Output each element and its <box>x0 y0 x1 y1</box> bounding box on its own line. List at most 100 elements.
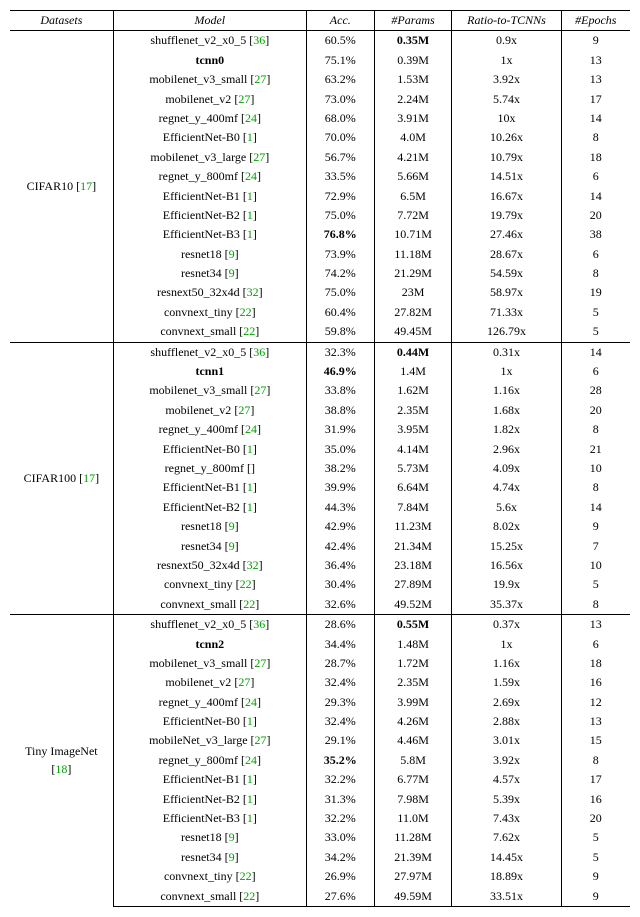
model-name: shufflenet_v2_x0_5 <box>150 617 246 631</box>
cite-link[interactable]: 22 <box>243 597 255 611</box>
acc-cell: 30.4% <box>306 575 374 594</box>
model-name: resnext50_32x4d <box>157 285 240 299</box>
model-cell: mobilenet_v3_small [27] <box>113 654 306 673</box>
params-cell: 2.24M <box>374 90 452 109</box>
params-cell: 27.97M <box>374 867 452 886</box>
cite-link[interactable]: 27 <box>238 675 250 689</box>
cite-link[interactable]: 1 <box>247 500 253 514</box>
model-cell: convnext_tiny [22] <box>113 575 306 594</box>
epochs-cell: 38 <box>561 225 630 244</box>
model-name: regnet_y_400mf <box>159 422 238 436</box>
params-cell: 1.72M <box>374 654 452 673</box>
ratio-cell: 10.79x <box>452 148 561 167</box>
params-cell: 1.53M <box>374 70 452 89</box>
cite-link[interactable]: 1 <box>247 792 253 806</box>
header-row: Datasets Model Acc. #Params Ratio-to-TCN… <box>10 11 630 31</box>
cite-link[interactable]: 18 <box>55 762 67 776</box>
model-cell: EfficientNet-B3 [1] <box>113 809 306 828</box>
cite-link[interactable]: 27 <box>253 150 265 164</box>
params-cell: 11.0M <box>374 809 452 828</box>
cite-link[interactable]: 1 <box>247 714 253 728</box>
cite-link[interactable]: 24 <box>245 422 257 436</box>
params-cell: 5.8M <box>374 751 452 770</box>
cite-link[interactable]: 22 <box>243 889 255 903</box>
cite-link[interactable]: 9 <box>229 830 235 844</box>
cite-link[interactable]: 36 <box>253 33 265 47</box>
model-name: mobilenet_v2 <box>165 92 231 106</box>
model-cell: EfficientNet-B1 [1] <box>113 770 306 789</box>
cite-link[interactable]: 1 <box>247 189 253 203</box>
ratio-cell: 8.02x <box>452 517 561 536</box>
acc-cell: 32.3% <box>306 342 374 362</box>
acc-cell: 75.1% <box>306 51 374 70</box>
model-cell: mobilenet_v3_small [27] <box>113 70 306 89</box>
cite-link[interactable]: 9 <box>229 519 235 533</box>
params-cell: 4.14M <box>374 440 452 459</box>
cite-link[interactable]: 22 <box>240 869 252 883</box>
params-cell: 0.44M <box>374 342 452 362</box>
cite-link[interactable]: 32 <box>247 558 259 572</box>
cite-link[interactable]: 24 <box>245 695 257 709</box>
cite-link[interactable]: 1 <box>247 208 253 222</box>
cite-link[interactable]: 9 <box>229 247 235 261</box>
cite-link[interactable]: 1 <box>247 772 253 786</box>
epochs-cell: 5 <box>561 303 630 322</box>
epochs-cell: 15 <box>561 731 630 750</box>
epochs-cell: 8 <box>561 751 630 770</box>
params-cell: 11.28M <box>374 828 452 847</box>
model-cell: EfficientNet-B1 [1] <box>113 478 306 497</box>
params-cell: 0.39M <box>374 51 452 70</box>
cite-link[interactable]: 27 <box>238 403 250 417</box>
cite-link[interactable]: 27 <box>254 72 266 86</box>
acc-cell: 60.5% <box>306 31 374 51</box>
cite-link[interactable]: 36 <box>253 345 265 359</box>
cite-link[interactable]: 1 <box>247 811 253 825</box>
epochs-cell: 20 <box>561 206 630 225</box>
model-name: mobilenet_v3_small <box>149 383 247 397</box>
model-cell: shufflenet_v2_x0_5 [36] <box>113 615 306 635</box>
epochs-cell: 13 <box>561 51 630 70</box>
acc-cell: 32.6% <box>306 595 374 615</box>
header-model: Model <box>113 11 306 31</box>
epochs-cell: 12 <box>561 693 630 712</box>
cite-link[interactable]: 27 <box>254 383 266 397</box>
cite-link[interactable]: 9 <box>229 539 235 553</box>
ratio-cell: 10.26x <box>452 128 561 147</box>
model-name: regnet_y_800mf <box>159 753 238 767</box>
cite-link[interactable]: 22 <box>240 577 252 591</box>
cite-link[interactable]: 36 <box>253 617 265 631</box>
cite-link[interactable]: 1 <box>247 227 253 241</box>
cite-link[interactable]: 1 <box>247 130 253 144</box>
cite-link[interactable]: 27 <box>255 733 267 747</box>
model-cell: regnet_y_800mf [24] <box>113 751 306 770</box>
model-cell: resnext50_32x4d [32] <box>113 283 306 302</box>
cite-link[interactable]: 24 <box>245 169 257 183</box>
dataset-name: Tiny ImageNet <box>25 744 98 758</box>
cite-link[interactable]: 1 <box>247 442 253 456</box>
ratio-cell: 3.01x <box>452 731 561 750</box>
cite-link[interactable]: 27 <box>238 92 250 106</box>
cite-link[interactable]: 22 <box>240 305 252 319</box>
cite-link[interactable]: 24 <box>245 753 257 767</box>
acc-cell: 35.0% <box>306 440 374 459</box>
cite-link[interactable]: 32 <box>247 285 259 299</box>
cite-link[interactable]: 9 <box>229 266 235 280</box>
cite-link[interactable]: 9 <box>229 850 235 864</box>
cite-link[interactable]: 24 <box>245 111 257 125</box>
cite-link[interactable]: 1 <box>247 480 253 494</box>
ratio-cell: 35.37x <box>452 595 561 615</box>
params-cell: 21.39M <box>374 848 452 867</box>
params-cell: 49.45M <box>374 322 452 342</box>
model-name: tcnn2 <box>195 637 224 651</box>
cite-link[interactable]: 27 <box>254 656 266 670</box>
ratio-cell: 4.09x <box>452 459 561 478</box>
dataset-cell: CIFAR10 [17] <box>10 31 113 342</box>
cite-link[interactable]: 22 <box>243 324 255 338</box>
cite-link[interactable]: 17 <box>80 179 92 193</box>
epochs-cell: 17 <box>561 90 630 109</box>
model-name: mobilenet_v3_small <box>149 656 247 670</box>
params-cell: 3.99M <box>374 693 452 712</box>
model-cell: convnext_small [22] <box>113 595 306 615</box>
cite-link[interactable]: 17 <box>83 471 95 485</box>
acc-cell: 73.0% <box>306 90 374 109</box>
